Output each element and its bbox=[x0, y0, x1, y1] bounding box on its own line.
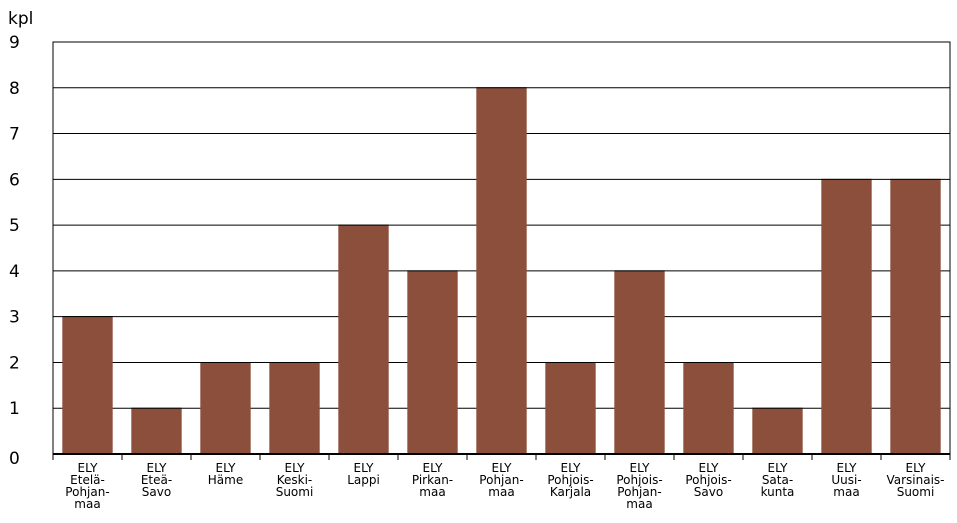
x-tick-label: maa bbox=[626, 497, 652, 511]
y-tick-label: 1 bbox=[9, 399, 20, 419]
bar bbox=[890, 179, 941, 455]
x-tick-label: maa bbox=[419, 485, 445, 499]
y-tick-label: 8 bbox=[9, 79, 20, 99]
x-tick-label: Pohjois- bbox=[547, 473, 593, 487]
x-tick-label: Varsinais- bbox=[886, 473, 944, 487]
x-tick-label: ELY bbox=[836, 461, 857, 475]
x-tick-label: Pohjan- bbox=[479, 473, 523, 487]
x-tick-label: ELY bbox=[905, 461, 926, 475]
bar bbox=[614, 270, 665, 454]
y-tick-label: 5 bbox=[9, 216, 20, 236]
x-tick-label: Lappi bbox=[347, 473, 380, 487]
bar bbox=[683, 362, 734, 454]
x-tick-label: ELY bbox=[353, 461, 374, 475]
bar bbox=[200, 362, 251, 454]
bar bbox=[62, 316, 113, 454]
x-tick-label: Sata- bbox=[762, 473, 793, 487]
x-tick-label: Pirkan- bbox=[412, 473, 453, 487]
x-tick-label: ELY bbox=[146, 461, 167, 475]
x-tick-label: Suomi bbox=[897, 485, 935, 499]
bar bbox=[338, 225, 389, 454]
bar bbox=[131, 408, 182, 454]
bar bbox=[476, 87, 527, 455]
bar bbox=[752, 408, 803, 454]
y-tick-label: 0 bbox=[9, 449, 20, 469]
x-tick-label: kunta bbox=[761, 485, 795, 499]
x-tick-label: Savo bbox=[142, 485, 171, 499]
x-tick-label: ELY bbox=[698, 461, 719, 475]
x-tick-label: ELY bbox=[284, 461, 305, 475]
x-tick-label: Pohjois- bbox=[685, 473, 731, 487]
x-tick-label: ELY bbox=[560, 461, 581, 475]
x-axis-ticks: ELYEtelä-Pohjan-maaELYEteä-SavoELYHämeEL… bbox=[65, 461, 944, 511]
bars bbox=[62, 87, 941, 455]
x-tick-label: maa bbox=[488, 485, 514, 499]
x-tick-label: Karjala bbox=[550, 485, 591, 499]
y-axis-ticks: 0 1 2 3 4 5 6 7 8 9 bbox=[9, 33, 20, 469]
x-tick-label: ELY bbox=[491, 461, 512, 475]
x-tick-label: ELY bbox=[629, 461, 650, 475]
y-tick-label: 7 bbox=[9, 125, 20, 145]
x-tick-label: Pohjan- bbox=[617, 485, 661, 499]
y-tick-label: 9 bbox=[9, 33, 20, 53]
x-tick-label: Etelä- bbox=[70, 473, 105, 487]
y-axis-label: kpl bbox=[8, 9, 33, 29]
bar bbox=[407, 270, 458, 454]
x-tick-label: ELY bbox=[215, 461, 236, 475]
x-tick-label: ELY bbox=[77, 461, 98, 475]
plot-frame bbox=[52, 41, 951, 460]
x-tick-label: maa bbox=[74, 497, 100, 511]
x-tick-label: Pohjan- bbox=[65, 485, 109, 499]
x-tick-label: Uusi- bbox=[831, 473, 861, 487]
x-tick-label: Savo bbox=[694, 485, 723, 499]
bar bbox=[269, 362, 320, 454]
x-tick-label: Pohjois- bbox=[616, 473, 662, 487]
x-tick-label: maa bbox=[833, 485, 859, 499]
y-tick-label: 4 bbox=[9, 262, 20, 282]
bar bbox=[821, 179, 872, 455]
x-tick-label: ELY bbox=[767, 461, 788, 475]
y-tick-label: 3 bbox=[9, 308, 20, 328]
x-tick-label: ELY bbox=[422, 461, 443, 475]
x-tick-label: Suomi bbox=[276, 485, 314, 499]
x-tick-label: Häme bbox=[208, 473, 243, 487]
y-tick-label: 2 bbox=[9, 353, 20, 373]
y-tick-label: 6 bbox=[9, 170, 20, 190]
x-tick-label: Eteä- bbox=[141, 473, 172, 487]
bar bbox=[545, 362, 596, 454]
x-tick-label: Keski- bbox=[277, 473, 313, 487]
